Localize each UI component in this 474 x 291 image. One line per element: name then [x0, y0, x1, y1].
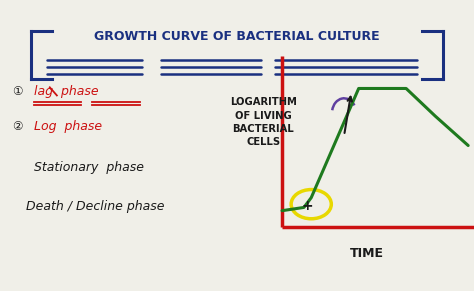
Text: Stationary  phase: Stationary phase — [34, 161, 144, 174]
Text: Death / Decline phase: Death / Decline phase — [26, 200, 164, 213]
Text: LOGARITHM
OF LIVING
BACTERIAL
CELLS: LOGARITHM OF LIVING BACTERIAL CELLS — [229, 97, 297, 147]
Text: ②: ② — [12, 120, 22, 133]
Text: +: + — [302, 199, 313, 213]
Text: GROWTH CURVE OF BACTERIAL CULTURE: GROWTH CURVE OF BACTERIAL CULTURE — [94, 30, 380, 43]
Text: Log  phase: Log phase — [34, 120, 102, 133]
Text: ①: ① — [12, 85, 22, 98]
Text: lag  phase: lag phase — [34, 85, 99, 98]
Text: TIME: TIME — [350, 247, 384, 260]
